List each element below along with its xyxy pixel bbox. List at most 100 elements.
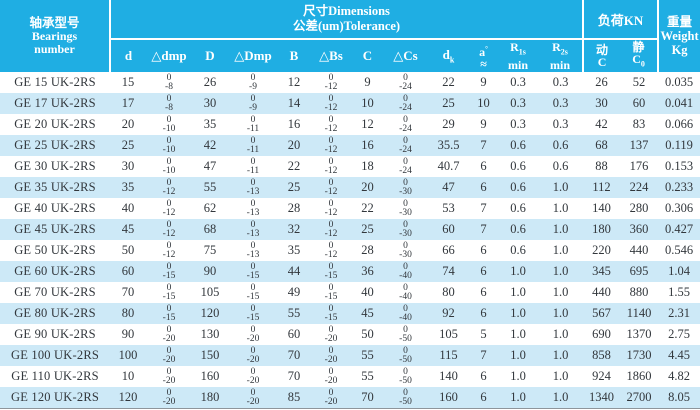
cell-value: 35.5 <box>428 135 469 156</box>
col-Bs: △Bs <box>310 39 352 72</box>
cell-value: 17 <box>110 93 146 114</box>
cell-value: 224 <box>620 177 659 198</box>
cell-value: 0.035 <box>665 75 694 89</box>
cell-value: 0.6 <box>498 177 538 198</box>
cell-value: 0.3 <box>498 93 538 114</box>
cell-value: 30 <box>121 159 135 173</box>
cell-tolerance: 0 -40 <box>383 303 428 324</box>
cell-value: 7 <box>480 201 487 215</box>
cell-value: 35 <box>110 177 146 198</box>
cell-bearing-model: GE 90 UK-2RS <box>14 327 96 341</box>
cell-value: 10 <box>352 93 383 114</box>
cell-tolerance: 0 -15 <box>146 303 192 324</box>
cell-value: 0.306 <box>665 201 694 215</box>
cell-value: 42 <box>192 135 228 156</box>
cell-value: 40 <box>361 285 374 299</box>
cell-value: 8.05 <box>658 387 700 409</box>
cell-tolerance: 0 -30 <box>399 198 412 218</box>
cell-value: 35 <box>287 243 301 257</box>
cell-value: 30 <box>583 93 621 114</box>
table-row: GE 35 UK-2RS 35 0 -12 55 0 -13 25 0 -12 20 0 -30 47 6 0… <box>0 177 700 198</box>
cell-value: 68 <box>192 219 228 240</box>
table-row: GE 70 UK-2RS 70 0 -15 105 0 -15 49 0 -15 40 0 -40 80 6… <box>0 282 700 303</box>
col-C: C <box>352 39 383 72</box>
cell-tolerance: 0 -15 <box>228 261 278 282</box>
col-r1s-min: R1s min <box>498 39 538 72</box>
cell-value: 6 <box>469 303 498 324</box>
cell-value: 0.233 <box>658 177 700 198</box>
cell-value: 6 <box>469 387 498 409</box>
table-row: GE 60 UK-2RS 60 0 -15 90 0 -15 44 0 -15 36 0 -40 74 6 1… <box>0 261 700 282</box>
table-row: GE 110 UK-2RS 10 0 -20 160 0 -20 70 0 -20 55 0 -50 14… <box>0 366 700 387</box>
cell-tolerance: 0 -20 <box>228 345 278 366</box>
cell-value: 0.427 <box>658 219 700 240</box>
cell-value: 100 <box>110 345 146 366</box>
cell-value: 0.3 <box>538 93 584 114</box>
cell-value: 440 <box>592 285 611 299</box>
cell-value: 16 <box>352 135 383 156</box>
cell-tolerance: 0 -10 <box>162 156 176 176</box>
cell-value: 150 <box>192 345 228 366</box>
col-dmp: △dmp <box>146 39 192 72</box>
cell-value: 92 <box>428 303 469 324</box>
cell-value: 105 <box>200 285 220 299</box>
cell-tolerance: 0 -24 <box>399 156 412 176</box>
cell-tolerance: 0 -9 <box>249 72 257 92</box>
cell-tolerance: 0 -20 <box>324 366 338 386</box>
cell-value: 32 <box>278 219 310 240</box>
load-header-label: 负荷KN <box>597 12 644 28</box>
cell-value: 29 <box>442 117 455 131</box>
cell-value: 120 <box>110 387 146 409</box>
cell-tolerance: 0 -10 <box>162 114 176 134</box>
cell-value: 40.7 <box>437 159 460 173</box>
cell-bearing-model: GE 40 UK-2RS <box>14 201 96 215</box>
dimensions-header-line2: 公差(um)Tolerance) <box>292 19 401 33</box>
cell-value: 47 <box>428 177 469 198</box>
cell-value: 0.546 <box>665 243 694 257</box>
cell-tolerance: 0 -9 <box>228 93 278 114</box>
cell-tolerance: 0 -40 <box>383 261 428 282</box>
cell-value: 1.0 <box>538 303 584 324</box>
cell-value: 20 <box>121 117 135 131</box>
cell-bearing-model: GE 110 UK-2RS <box>11 369 99 383</box>
cell-value: 15 <box>121 75 135 89</box>
cell-value: 25 <box>352 219 383 240</box>
cell-tolerance: 0 -13 <box>246 240 260 260</box>
dimensions-header-line1: 尺寸Dimensions <box>303 4 390 18</box>
cell-value: 25 <box>110 135 146 156</box>
cell-value: 60 <box>620 93 659 114</box>
cell-tolerance: 0 -20 <box>162 324 176 344</box>
cell-tolerance: 0 -10 <box>146 135 192 156</box>
cell-bearing-model: GE 20 UK-2RS <box>14 117 96 131</box>
cell-value: 55 <box>192 177 228 198</box>
cell-value: 105 <box>439 327 458 341</box>
cell-value: 2.31 <box>658 303 700 324</box>
cell-value: 6 <box>480 243 487 257</box>
table-row: GE 120 UK-2RS 120 0 -20 180 0 -20 85 0 -20 70 0 -50 1… <box>0 387 700 409</box>
weight-header: 重量 Weight Kg <box>657 0 700 72</box>
cell-value: 75 <box>203 243 217 257</box>
cell-tolerance: 0 -20 <box>146 345 192 366</box>
cell-value: 20 <box>352 177 383 198</box>
table-row: GE 25 UK-2RS 25 0 -10 42 0 -11 20 0 -12 16 0 -24 35.5… <box>0 135 700 156</box>
col-B: B <box>278 39 310 72</box>
cell-value: 0.066 <box>665 117 694 131</box>
cell-tolerance: 0 -20 <box>146 387 192 409</box>
load-header: 负荷KN <box>582 0 659 40</box>
cell-tolerance: 0 -13 <box>228 219 278 240</box>
cell-value: 85 <box>278 387 310 409</box>
cell-value: 120 <box>192 303 228 324</box>
cell-value: 80 <box>442 285 455 299</box>
cell-value: 1.0 <box>498 345 538 366</box>
cell-value: 567 <box>583 303 621 324</box>
cell-tolerance: 0 -13 <box>246 198 260 218</box>
cell-value: 6 <box>480 159 487 173</box>
cell-value: 1.0 <box>552 327 569 341</box>
cell-tolerance: 0 -12 <box>324 114 338 134</box>
cell-value: 7 <box>469 219 498 240</box>
cell-bearing-model: GE 35 UK-2RS <box>0 177 110 198</box>
cell-value: 90 <box>192 261 228 282</box>
cell-tolerance: 0 -50 <box>399 366 412 386</box>
cell-tolerance: 0 -15 <box>310 261 352 282</box>
